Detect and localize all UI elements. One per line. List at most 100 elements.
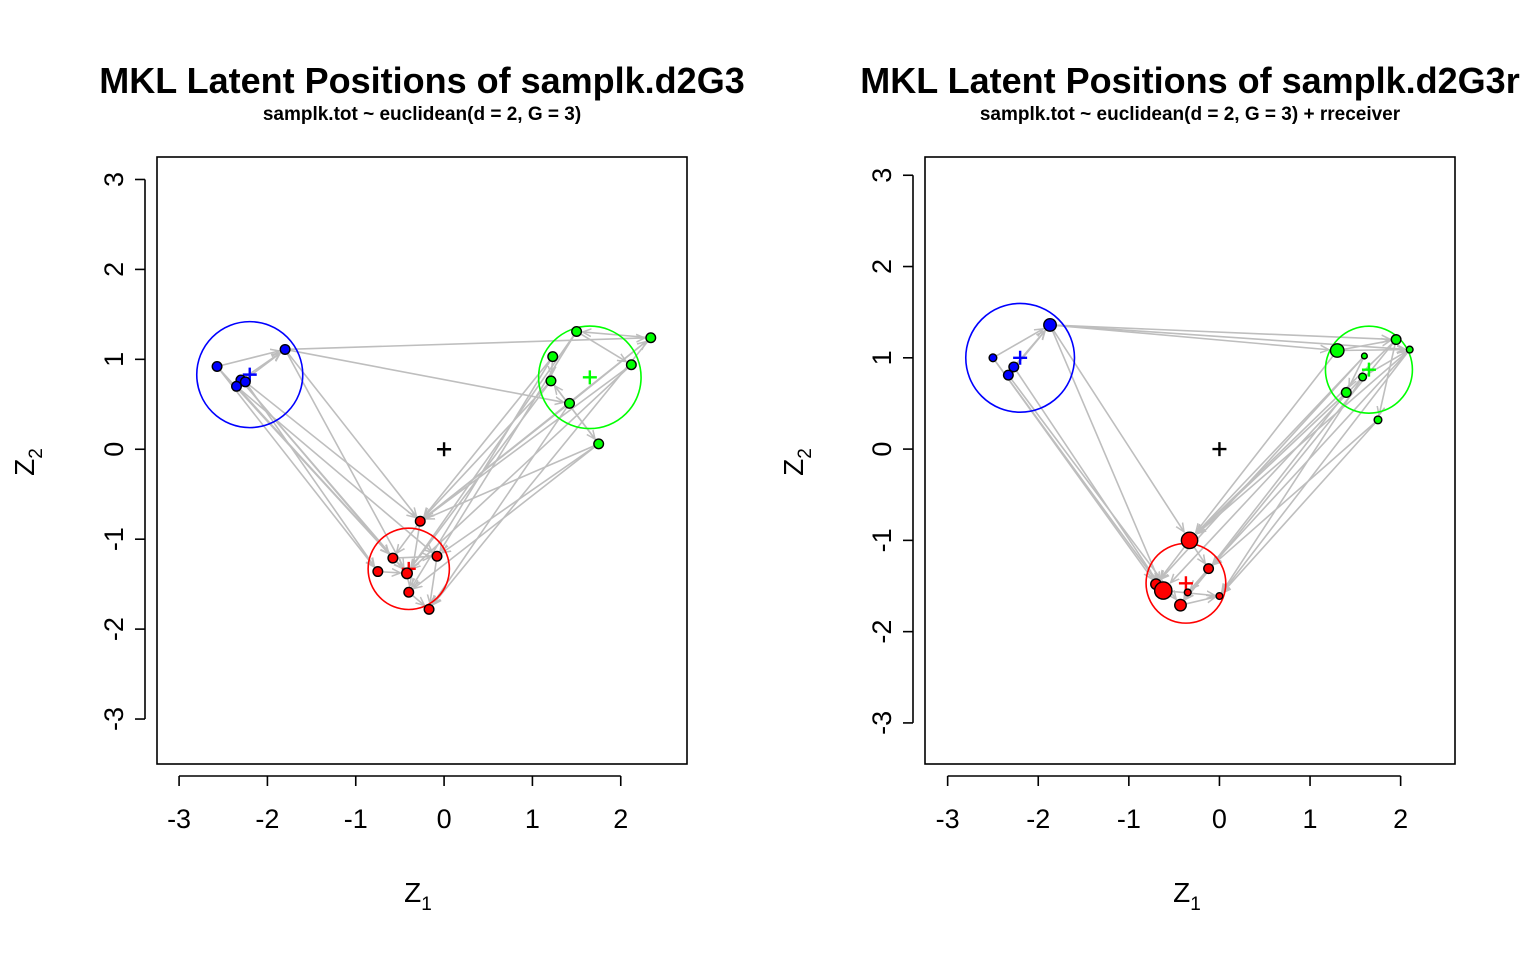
network-edge xyxy=(992,357,1157,582)
network-edge xyxy=(555,386,600,445)
network-edge xyxy=(1197,348,1411,534)
latent-position-point xyxy=(1390,334,1402,346)
network-edge xyxy=(285,338,645,351)
latent-position-point xyxy=(414,515,426,527)
network-edge xyxy=(216,351,279,368)
latent-position-point xyxy=(593,438,605,450)
x-tick-label: 1 xyxy=(1303,804,1318,834)
cluster-circle-green xyxy=(1324,325,1414,414)
x-tick-label: 0 xyxy=(1212,804,1227,834)
x-tick-label: -3 xyxy=(167,804,191,834)
network-edge xyxy=(1007,374,1176,599)
y-tick-label: 0 xyxy=(867,442,897,457)
latent-position-point xyxy=(988,353,998,363)
latent-position-point xyxy=(279,343,291,355)
network-edge xyxy=(1185,339,1397,600)
network-edge xyxy=(583,332,651,339)
network-edge xyxy=(440,331,578,551)
network-edge xyxy=(1013,366,1157,582)
x-axis-label: Z1 xyxy=(1173,877,1201,915)
plot-area: -3 -2 -1 0 1 2 -3 -2 -1 0 1 2 3 xyxy=(867,156,1456,834)
x-axis-label-main: Z xyxy=(1173,877,1190,908)
network-edge xyxy=(1222,376,1364,593)
network-edge xyxy=(392,557,431,559)
x-axis-label-main: Z xyxy=(404,877,421,908)
network-edge xyxy=(424,356,554,517)
network-edge xyxy=(244,381,415,518)
network-edge xyxy=(1049,324,1390,339)
network-edge xyxy=(1222,419,1379,593)
network-edge xyxy=(1049,324,1329,350)
network-edge xyxy=(284,348,416,516)
y-axis-label: Z2 xyxy=(778,448,816,476)
x-axis-label: Z1 xyxy=(404,877,432,915)
latent-position-point xyxy=(423,603,435,615)
latent-position-point xyxy=(1360,352,1368,360)
chart-subtitle: samplk.tot ~ euclidean(d = 2, G = 3) xyxy=(263,104,581,125)
network-edge xyxy=(1222,349,1411,593)
plot-area: -3 -2 -1 0 1 2 -3 -2 -1 0 1 2 3 xyxy=(99,156,688,834)
y-tick-label: 2 xyxy=(99,262,129,277)
y-tick-label: 1 xyxy=(867,350,897,365)
latent-position-point xyxy=(1180,531,1199,550)
x-tick-label: -1 xyxy=(1117,804,1141,834)
latent-position-point xyxy=(1043,318,1057,332)
chart-title: MKL Latent Positions of samplk.d2G3r xyxy=(860,60,1519,101)
y-axis-label: Z2 xyxy=(9,448,47,476)
network-edge xyxy=(1213,419,1379,565)
cluster-center-green xyxy=(1361,362,1376,377)
network-edge xyxy=(424,380,552,517)
network-edge xyxy=(412,356,554,587)
network-edge xyxy=(1196,350,1338,533)
latent-position-point xyxy=(547,351,559,363)
y-tick-label: 3 xyxy=(867,168,897,183)
latent-position-point xyxy=(1203,563,1215,575)
network-edge xyxy=(284,348,564,402)
network-edge xyxy=(1337,341,1390,352)
network-edge xyxy=(1049,324,1184,532)
network-edge xyxy=(992,329,1043,359)
y-axis-label-main: Z xyxy=(9,459,40,476)
x-tick-label: -1 xyxy=(344,804,368,834)
latent-position-point xyxy=(1358,372,1368,382)
latent-position-point xyxy=(431,550,443,562)
network-edge xyxy=(1171,376,1364,583)
x-tick-label: -2 xyxy=(255,804,279,834)
latent-position-point xyxy=(625,359,637,371)
chart-title: MKL Latent Positions of samplk.d2G3 xyxy=(99,60,744,101)
latent-position-point xyxy=(571,325,583,337)
y-tick-label: 2 xyxy=(867,259,897,274)
cluster-center-green xyxy=(582,370,597,385)
latent-position-point xyxy=(230,380,242,392)
y-tick-label: -2 xyxy=(99,617,129,641)
latent-position-point xyxy=(1373,415,1383,425)
y-tick-label: 0 xyxy=(99,442,129,457)
x-tick-label: -3 xyxy=(936,804,960,834)
x-tick-label: 1 xyxy=(525,804,540,834)
x-tick-label: -2 xyxy=(1026,804,1050,834)
network-edge xyxy=(1349,355,1366,387)
y-tick-label: 3 xyxy=(99,172,129,187)
network-edge xyxy=(1197,338,1397,534)
latent-position-point xyxy=(387,552,399,564)
latent-position-point xyxy=(1329,343,1345,358)
latent-position-point xyxy=(645,332,657,344)
network-edge xyxy=(216,366,374,567)
plot-frame xyxy=(156,156,688,765)
latent-position-point xyxy=(564,397,576,409)
network-edge xyxy=(1379,339,1397,416)
network-edge xyxy=(396,520,421,553)
cluster-center-blue xyxy=(1013,350,1028,365)
latent-position-point xyxy=(403,586,415,598)
cluster-circle-blue xyxy=(195,320,304,429)
latent-position-point xyxy=(372,566,384,578)
network-edge xyxy=(1337,350,1405,351)
x-axis-label-subscript: 1 xyxy=(421,894,432,915)
network-edge xyxy=(284,349,404,567)
y-axis-label-main: Z xyxy=(778,459,809,476)
cluster-circle-blue xyxy=(964,302,1076,413)
plot-frame xyxy=(924,156,1456,765)
latent-position-point xyxy=(1174,598,1187,612)
latent-position-point xyxy=(239,376,251,388)
